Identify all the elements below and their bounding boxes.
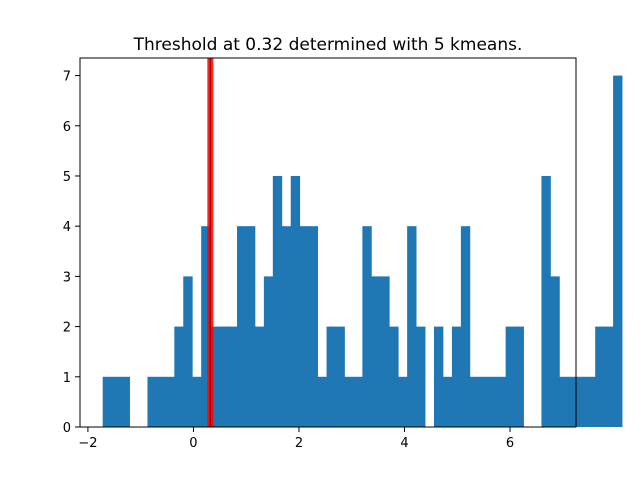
histogram-bar [407, 226, 417, 427]
histogram-bar [353, 376, 363, 427]
histogram-bar [335, 326, 345, 427]
y-tick-label: 2 [63, 321, 71, 336]
x-axis-ticks: −2 0 2 4 6 [78, 427, 514, 451]
histogram-bar [165, 376, 175, 427]
histogram-bar [156, 376, 166, 427]
y-tick-label: 3 [63, 270, 71, 285]
y-tick-label: 1 [63, 371, 71, 386]
histogram-bar [380, 276, 390, 427]
histogram-bar [389, 326, 399, 427]
histogram-bar [604, 326, 614, 427]
histogram-bar [496, 376, 507, 427]
y-tick-label: 0 [63, 421, 71, 436]
histogram-bar [595, 326, 605, 427]
histogram-bar [586, 376, 596, 427]
histogram-bar [613, 75, 623, 428]
y-tick-label: 5 [63, 170, 71, 185]
histogram-bar [541, 175, 551, 427]
histogram-bar [219, 326, 229, 427]
histogram-bar [460, 226, 471, 427]
histogram-bar [550, 276, 560, 427]
y-axis-ticks: 0 1 2 3 4 5 6 7 [63, 70, 80, 436]
histogram-bar [344, 376, 354, 427]
histogram-bar [237, 226, 247, 427]
histogram-bar [559, 376, 569, 427]
histogram-bar [201, 226, 211, 427]
histogram-bar [416, 326, 426, 427]
histogram-bar [478, 376, 489, 427]
x-tick-label: −2 [78, 436, 97, 451]
histogram-bar [371, 276, 381, 427]
histogram-bar [120, 376, 130, 427]
y-tick-label: 6 [63, 120, 71, 135]
histogram-bar [192, 376, 202, 427]
histogram-bar [102, 376, 113, 427]
histogram-bar [451, 326, 462, 427]
x-tick-label: 4 [400, 436, 408, 451]
axes-frame [79, 57, 577, 428]
chart-title: Threshold at 0.32 determined with 5 kmea… [133, 35, 523, 55]
histogram-bar [326, 326, 336, 427]
histogram-bar [568, 376, 578, 427]
histogram-bar [308, 226, 318, 427]
histogram-bar [290, 175, 301, 427]
histogram-bar [245, 226, 256, 427]
histogram-bar [299, 226, 310, 427]
histogram-bar [174, 326, 184, 427]
histogram-bar [210, 326, 220, 427]
x-tick-label: 0 [189, 436, 197, 451]
histogram-bar [434, 326, 444, 427]
histogram-bar [505, 326, 515, 427]
histogram-bar [272, 175, 283, 427]
histogram-bar [183, 276, 193, 427]
histogram-bar [111, 376, 121, 427]
histogram-bar [147, 376, 157, 427]
y-tick-label: 4 [63, 220, 71, 235]
histogram-bar [263, 276, 274, 427]
histogram-bar [577, 376, 587, 427]
histogram-bar [228, 326, 238, 427]
bars-layer [102, 75, 623, 428]
histogram-bar [254, 326, 265, 427]
x-tick-label: 2 [295, 436, 303, 451]
histogram-bar [469, 376, 480, 427]
histogram-bar [487, 376, 498, 427]
histogram-bar [442, 376, 453, 427]
histogram-bar [398, 376, 408, 427]
histogram-bar [514, 326, 524, 427]
x-tick-label: 6 [506, 436, 514, 451]
histogram-bar [317, 376, 327, 427]
y-tick-label: 7 [63, 70, 71, 85]
histogram-bar [281, 226, 292, 427]
histogram-bar [362, 226, 372, 427]
